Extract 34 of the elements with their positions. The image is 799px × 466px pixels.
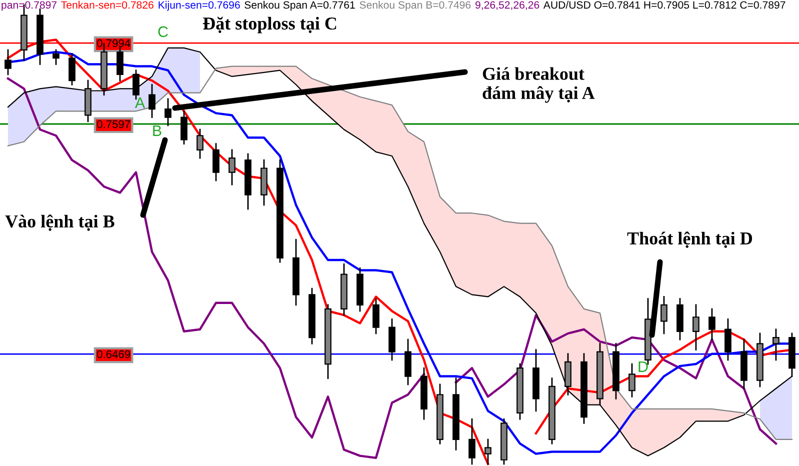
candlestick [692,304,700,350]
candlestick [212,143,220,182]
candlestick [196,128,204,159]
y-tick-label: 0.7994 [97,39,130,48]
chart-title: AUD/USD O=0.7841 H=0.7905 L=0.7812 C=0.7897 [543,0,786,9]
y-tick-label: 0.6469 [97,350,130,358]
text: Senkou Span A=0.7761 [244,0,355,11]
annotation: Vào lệnh tại B [5,214,114,231]
annotation: C [158,26,168,38]
candlestick [148,84,156,118]
annotation: Đặt stoploss tại C [202,16,336,34]
annotation: D [638,361,648,372]
candlestick [228,149,236,186]
text: Senkou Span B=0.7496 [360,0,471,11]
candlestick [116,47,124,82]
chart-subtitle: 9,26,52,26,26 [475,1,540,10]
candlestick [52,49,60,65]
annotation: Giá breakout đám mây tại A [482,67,595,103]
candlestick [660,296,668,334]
annotation: B [153,125,162,136]
candlestick [628,363,636,398]
candlestick [772,328,780,361]
text: Tenkan-sen=0.7826 [61,0,154,9]
candlestick [484,438,492,465]
annotation: Thoát lệnh tại D [627,232,752,248]
candlestick [724,318,732,361]
annotation: A [134,97,146,108]
candlestick [708,308,716,340]
text: Kijun-sen=0.7696 [158,0,240,11]
candlestick [372,298,380,334]
candlestick [4,49,12,76]
candlestick [468,418,476,465]
candlestick [68,53,76,86]
y-tick-label: 0.7597 [97,120,130,128]
